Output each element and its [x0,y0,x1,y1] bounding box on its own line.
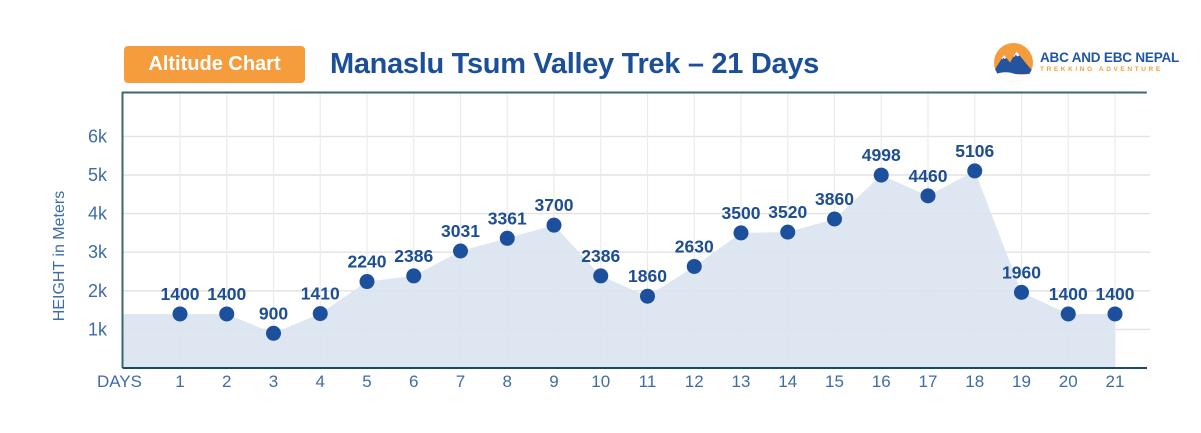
x-tick-label: 19 [1012,372,1031,391]
data-point [312,306,328,322]
data-point [172,306,188,322]
value-label: 1400 [161,284,200,304]
value-label: 900 [259,303,288,323]
x-tick-label: 14 [778,372,797,391]
logo-tagline: TREKKING ADVENTURE [1040,66,1163,73]
x-tick-label: 13 [732,372,751,391]
altitude-chart-badge-label: Altitude Chart [148,53,281,75]
x-tick-label: 18 [965,372,984,391]
x-axis-title: DAYS [97,372,142,391]
value-label: 3700 [535,195,574,215]
mountain-sun-logo-icon [994,42,1033,82]
value-label: 1400 [1049,284,1088,304]
value-label: 2386 [394,246,433,266]
x-tick-label: 4 [316,372,325,391]
data-point [967,163,983,179]
value-label: 1400 [207,284,246,304]
value-label: 3520 [768,202,807,222]
altitude-chart-badge: Altitude Chart [124,46,305,83]
x-tick-label: 21 [1106,372,1125,391]
x-tick-label: 5 [362,372,371,391]
y-tick-label: 5k [88,165,108,185]
value-label: 3500 [722,203,761,223]
value-label: 3031 [441,221,480,241]
logo-company-name: ABC AND EBC NEPAL [1040,49,1180,65]
altitude-area-fill [122,170,1115,368]
y-axis-title: HEIGHT in Meters [51,191,68,321]
value-label: 2240 [348,252,387,272]
value-label: 4460 [909,166,948,186]
value-label: 1410 [301,284,340,304]
data-point [827,211,842,227]
data-point [1060,306,1076,322]
data-point [1107,306,1123,322]
company-logo: ABC AND EBC NEPAL TREKKING ADVENTURE [994,40,1179,84]
value-label: 1960 [1002,262,1041,282]
x-tick-label: 16 [872,372,891,391]
data-point [359,274,375,290]
y-tick-label: 4k [88,204,108,224]
x-tick-label: 11 [639,372,657,391]
data-point [640,288,655,304]
x-tick-label: 9 [549,372,558,391]
x-tick-label: 2 [222,372,231,391]
value-label: 5106 [955,141,994,161]
data-point [499,230,515,246]
x-tick-label: 10 [591,372,610,391]
data-point [1014,284,1029,300]
x-tick-label: 12 [685,372,704,391]
value-label: 4998 [862,145,901,165]
page-title: Manaslu Tsum Valley Trek – 21 Days [330,47,819,80]
value-label: 3361 [488,208,527,228]
data-point [219,306,235,322]
data-point [920,188,936,204]
data-point [686,258,702,274]
data-point [593,268,609,284]
x-tick-label: 8 [503,372,512,391]
y-tick-label: 2k [88,281,108,301]
y-tick-label: 3k [88,242,108,262]
value-label: 1860 [628,266,667,286]
y-tick-label: 1k [88,319,108,339]
y-tick-label: 6k [88,126,108,146]
value-label: 2630 [675,236,714,256]
data-point [780,224,796,240]
x-tick-label: 1 [175,372,184,391]
x-tick-label: 6 [409,372,418,391]
x-tick-label: 15 [825,372,844,391]
data-point [733,225,749,241]
data-point [406,268,422,284]
x-tick-label: 20 [1059,372,1078,391]
data-point [546,217,562,233]
data-point [873,167,889,183]
value-label: 3860 [815,189,854,209]
x-tick-label: 17 [919,372,938,391]
x-tick-label: 7 [456,372,465,391]
data-point [266,325,281,341]
value-label: 1400 [1096,284,1135,304]
x-tick-label: 3 [269,372,278,391]
data-point [453,243,468,259]
value-label: 2386 [581,246,620,266]
